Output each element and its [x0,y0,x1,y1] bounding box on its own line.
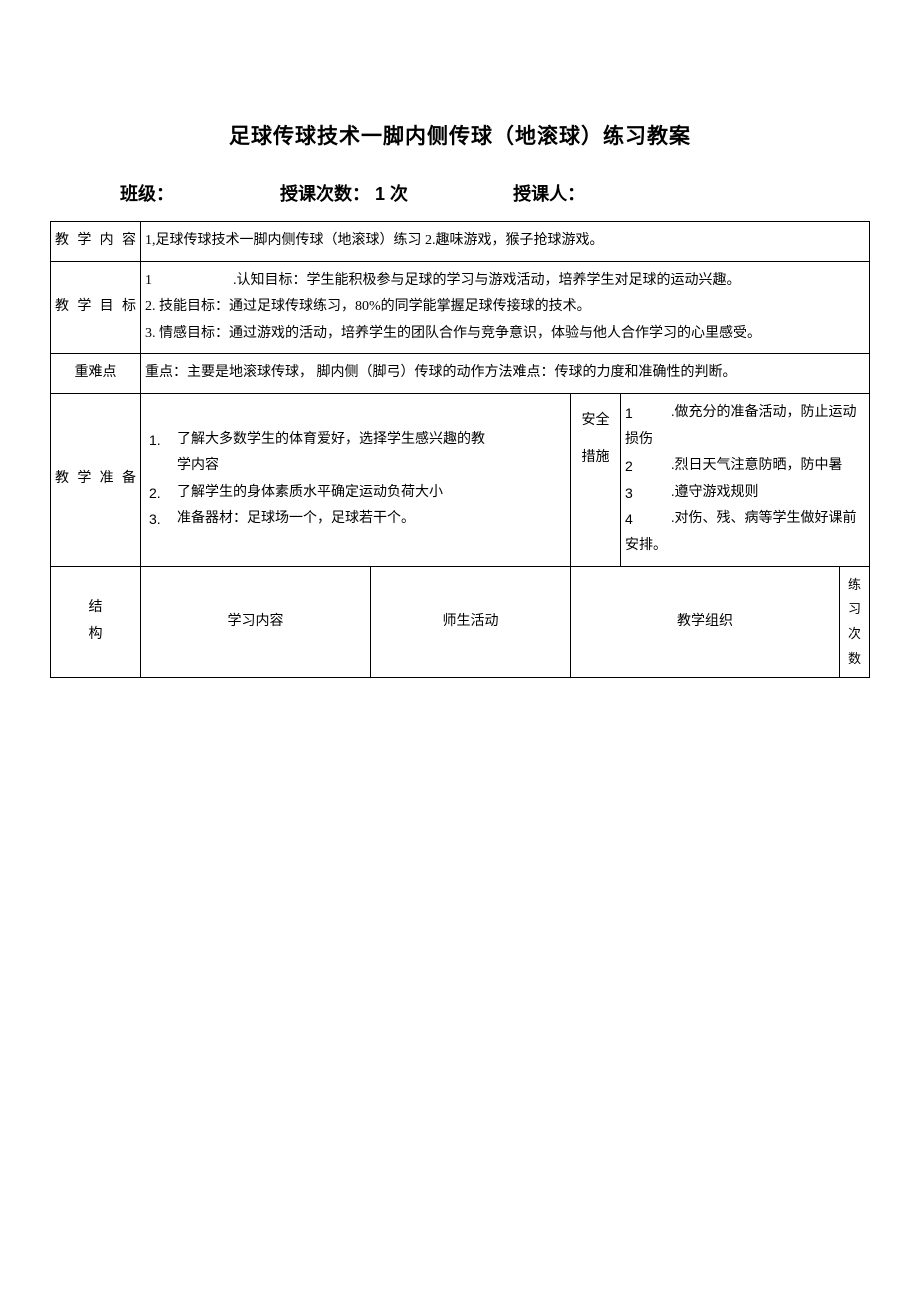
header-count-d: 数 [844,647,865,672]
goal-num-1: 1 [145,268,153,295]
header-structure-b: 构 [55,622,136,649]
safety-label-b: 措施 [575,445,616,472]
value-keypoints: 重点：主要是地滚球传球， 脚内侧（脚弓）传球的动作方法难点：传球的力度和准确性的… [141,354,870,394]
safety-num-4: 4 [625,506,671,533]
safety-text-1b: 损伤 [625,427,865,454]
prep-text-1b: 学内容 [177,453,566,480]
header-count-c: 次 [844,622,865,647]
label-keypoints: 重难点 [51,354,141,394]
header-structure: 结 构 [51,566,141,678]
class-label: 班级： [120,180,230,206]
safety-text-2: .烈日天气注意防晒，防中暑 [671,453,865,480]
prep-text-3: 准备器材：足球场一个，足球若干个。 [177,506,566,533]
goal-text-1: .认知目标：学生能积极参与足球的学习与游戏活动，培养学生对足球的运动兴趣。 [153,268,865,295]
label-preparation: 教学准备 [51,393,141,566]
safety-num-3: 3 [625,480,671,507]
row-section-headers: 结 构 学习内容 师生活动 教学组织 练 习 次 数 [51,566,870,678]
prep-num-2: 2. [149,480,177,507]
label-teaching-content: 教学内容 [51,222,141,262]
value-safety: 1.做充分的准备活动，防止运动 损伤 2.烈日天气注意防晒，防中暑 3.遵守游戏… [621,393,870,566]
row-teaching-goals: 教学目标 1.认知目标：学生能积极参与足球的学习与游戏活动，培养学生对足球的运动… [51,261,870,354]
label-teaching-goals: 教学目标 [51,261,141,354]
lesson-plan-table: 教学内容 1,足球传球技术一脚内侧传球（地滚球）练习 2.趣味游戏，猴子抢球游戏… [50,221,870,678]
row-preparation: 教学准备 1.了解大多数学生的体育爱好，选择学生感兴趣的教 学内容 2.了解学生… [51,393,870,566]
value-teaching-goals: 1.认知目标：学生能积极参与足球的学习与游戏活动，培养学生对足球的运动兴趣。 2… [141,261,870,354]
header-organization: 教学组织 [571,566,840,678]
prep-num-3: 3. [149,506,177,533]
goal-text-3: 3. 情感目标：通过游戏的活动，培养学生的团队合作与竞争意识，体验与他人合作学习… [145,321,865,348]
safety-label-a: 安全 [575,408,616,435]
document-title: 足球传球技术一脚内侧传球（地滚球）练习教案 [50,120,870,150]
label-safety: 安全 措施 [571,393,621,566]
value-teaching-content: 1,足球传球技术一脚内侧传球（地滚球）练习 2.趣味游戏，猴子抢球游戏。 [141,222,870,262]
safety-num-2: 2 [625,453,671,480]
row-keypoints: 重难点 重点：主要是地滚球传球， 脚内侧（脚弓）传球的动作方法难点：传球的力度和… [51,354,870,394]
value-preparation: 1.了解大多数学生的体育爱好，选择学生感兴趣的教 学内容 2.了解学生的身体素质… [141,393,571,566]
header-structure-a: 结 [55,595,136,622]
safety-text-4b: 安排。 [625,533,865,560]
header-count-b: 习 [844,597,865,622]
safety-text-3: .遵守游戏规则 [671,480,865,507]
meta-line: 班级： 授课次数： 1 次 授课人： [50,180,870,206]
header-practice-count: 练 习 次 数 [839,566,869,678]
prep-num-1: 1. [149,427,177,454]
safety-text-1: .做充分的准备活动，防止运动 [671,400,865,427]
header-count-a: 练 [844,573,865,598]
sessions-label: 授课次数： [280,180,370,206]
row-teaching-content: 教学内容 1,足球传球技术一脚内侧传球（地滚球）练习 2.趣味游戏，猴子抢球游戏… [51,222,870,262]
prep-text-1a: 了解大多数学生的体育爱好，选择学生感兴趣的教 [177,427,566,454]
safety-num-1: 1 [625,400,671,427]
teacher-label: 授课人： [513,180,585,206]
sessions-value: 1 次 [375,180,408,206]
header-activity: 师生活动 [371,566,571,678]
goal-text-2: 2. 技能目标：通过足球传球练习，80%的同学能掌握足球传接球的技术。 [145,294,865,321]
prep-text-2: 了解学生的身体素质水平确定运动负荷大小 [177,480,566,507]
header-learning-content: 学习内容 [141,566,371,678]
safety-text-4: .对伤、残、病等学生做好课前 [671,506,865,533]
